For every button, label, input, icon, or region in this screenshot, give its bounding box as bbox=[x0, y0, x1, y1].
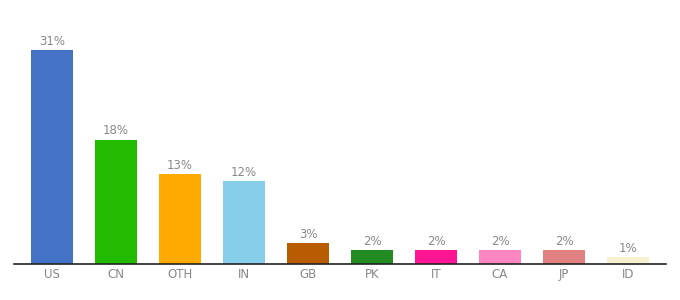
Bar bbox=[159, 174, 201, 264]
Bar bbox=[543, 250, 585, 264]
Text: 2%: 2% bbox=[426, 235, 445, 248]
Text: 1%: 1% bbox=[619, 242, 637, 255]
Text: 2%: 2% bbox=[555, 235, 573, 248]
Bar bbox=[479, 250, 521, 264]
Bar bbox=[287, 243, 329, 264]
Bar bbox=[31, 50, 73, 264]
Text: 3%: 3% bbox=[299, 228, 318, 241]
Bar bbox=[415, 250, 457, 264]
Text: 13%: 13% bbox=[167, 159, 193, 172]
Text: 18%: 18% bbox=[103, 124, 129, 137]
Text: 31%: 31% bbox=[39, 34, 65, 47]
Text: 12%: 12% bbox=[231, 166, 257, 179]
Bar bbox=[351, 250, 393, 264]
Bar bbox=[95, 140, 137, 264]
Text: 2%: 2% bbox=[362, 235, 381, 248]
Bar bbox=[223, 181, 265, 264]
Bar bbox=[607, 257, 649, 264]
Text: 2%: 2% bbox=[491, 235, 509, 248]
